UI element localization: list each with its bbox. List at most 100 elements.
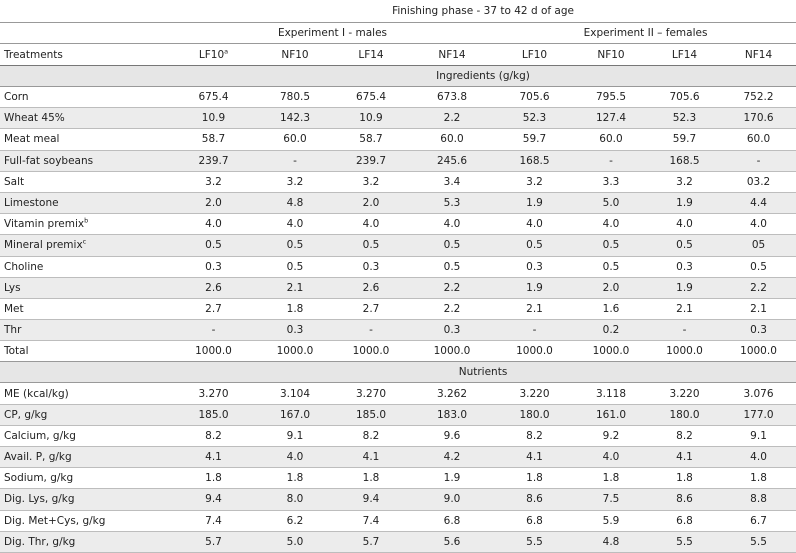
treatment-label: LF10 xyxy=(198,48,225,61)
row-label-text: Dig. Met+Cys, g/kg xyxy=(4,514,106,527)
table-row: Choline 0.3 0.5 0.3 0.5 0.3 0.5 0.3 0.5 xyxy=(0,256,796,278)
table-cell: - xyxy=(648,319,721,342)
table-cell: 3.2 xyxy=(257,171,333,193)
row-label: Thr xyxy=(0,319,170,342)
row-label-text: Meat meal xyxy=(4,133,60,146)
row-label-text: ME (kcal/kg) xyxy=(4,387,69,400)
table-cell: 60.0 xyxy=(409,128,495,151)
table-cell: 239.7 xyxy=(170,150,257,172)
table-cell: 60.0 xyxy=(574,128,648,151)
table-cell: 2.1 xyxy=(721,298,796,321)
table-cell: 9.2 xyxy=(574,425,648,448)
row-label-text: Lys xyxy=(4,281,21,294)
table-cell: 7.5 xyxy=(574,488,648,511)
table-cell: 0.5 xyxy=(409,234,495,257)
table-row: Vitamin premixb 4.0 4.0 4.0 4.0 4.0 4.0 4.0 4.0 xyxy=(0,213,796,236)
table-cell: 4.0 xyxy=(333,213,409,236)
table-cell: 9.0 xyxy=(409,488,495,511)
table-cell: 185.0 xyxy=(333,404,409,426)
table-cell: 0.3 xyxy=(648,256,721,278)
table-cell: 5.9 xyxy=(574,510,648,532)
table-row: Salt 3.2 3.2 3.2 3.4 3.2 3.3 3.2 03.2 xyxy=(0,171,796,193)
table-cell: 1.8 xyxy=(257,298,333,321)
treatment-column-header: NF14 xyxy=(721,43,796,66)
section-spacer xyxy=(0,65,170,87)
table-row: Corn 675.4 780.5 675.4 673.8 705.6 795.5 705.6 7… xyxy=(0,86,796,109)
table-cell: 1000.0 xyxy=(495,340,574,363)
table-cell: 168.5 xyxy=(495,150,574,172)
section-title: Nutrients xyxy=(170,361,796,384)
table-cell: 3.220 xyxy=(648,382,721,405)
table-cell: 05 xyxy=(721,234,796,257)
table-cell: 4.0 xyxy=(721,213,796,236)
row-label: CP, g/kg xyxy=(0,404,170,426)
treatment-column-header: NF10 xyxy=(257,43,333,66)
row-label: Met xyxy=(0,298,170,321)
table-cell: 780.5 xyxy=(257,86,333,109)
table-cell: 0.5 xyxy=(257,234,333,257)
table-cell: - xyxy=(170,319,257,342)
table-cell: 0.2 xyxy=(574,319,648,342)
table-cell: 239.7 xyxy=(333,150,409,172)
table-cell: 9.1 xyxy=(257,425,333,448)
table-cell: 4.1 xyxy=(495,446,574,469)
experiment-header-row: Experiment I - males Experiment II – fem… xyxy=(0,22,796,44)
table-row: Calcium, g/kg 8.2 9.1 8.2 9.6 8.2 9.2 8.2 9.1 xyxy=(0,425,796,448)
table-cell: 2.1 xyxy=(495,298,574,321)
row-label: Dig. Met+Cys, g/kg xyxy=(0,510,170,532)
table-cell: 180.0 xyxy=(648,404,721,426)
table-cell: 9.4 xyxy=(333,488,409,511)
table-cell: 675.4 xyxy=(170,86,257,109)
table-cell: 3.270 xyxy=(333,382,409,405)
section-title: Ingredients (g/kg) xyxy=(170,65,796,87)
table-cell: 795.5 xyxy=(574,86,648,109)
table-cell: 1.8 xyxy=(721,467,796,490)
table-cell: 2.2 xyxy=(409,277,495,299)
row-label-text: Dig. Thr, g/kg xyxy=(4,535,76,548)
treatment-label: NF14 xyxy=(744,48,773,61)
table-cell: 4.0 xyxy=(648,213,721,236)
treatment-column-header: LF10a xyxy=(170,43,257,66)
table-cell: 4.8 xyxy=(257,192,333,215)
row-label: Limestone xyxy=(0,192,170,215)
row-label-text: Avail. P, g/kg xyxy=(4,451,72,464)
table-cell: 4.1 xyxy=(333,446,409,469)
table-row: Total 1000.0 1000.0 1000.0 1000.0 1000.0 1000.… xyxy=(0,340,796,363)
table-cell: 9.4 xyxy=(170,488,257,511)
section-header-row: Ingredients (g/kg) xyxy=(0,65,796,87)
table-cell: 3.2 xyxy=(495,171,574,193)
row-label: Calcium, g/kg xyxy=(0,425,170,448)
table-cell: 4.4 xyxy=(721,192,796,215)
table-row: Dig. Lys, g/kg 9.4 8.0 9.4 9.0 8.6 7.5 8.6 8.8 xyxy=(0,488,796,511)
row-label: Corn xyxy=(0,86,170,109)
table-cell: 6.7 xyxy=(721,510,796,532)
table-cell: 2.0 xyxy=(574,277,648,299)
table-cell: 0.5 xyxy=(170,234,257,257)
table-cell: 1000.0 xyxy=(170,340,257,363)
row-label: Full-fat soybeans xyxy=(0,150,170,172)
table-cell: 0.5 xyxy=(721,256,796,278)
table-cell: 3.270 xyxy=(170,382,257,405)
table-cell: 5.5 xyxy=(721,531,796,553)
table-cell: 1.8 xyxy=(257,467,333,490)
row-label: Lys xyxy=(0,277,170,299)
row-label-text: Met xyxy=(4,302,24,315)
row-label: Meat meal xyxy=(0,128,170,151)
table-cell: 6.2 xyxy=(257,510,333,532)
table-row: Dig. Met+Cys, g/kg 7.4 6.2 7.4 6.8 6.8 5.9 6.8 6… xyxy=(0,510,796,532)
table-cell: 4.0 xyxy=(257,213,333,236)
table-cell: 752.2 xyxy=(721,86,796,109)
table-cell: 7.4 xyxy=(333,510,409,532)
table-row: Wheat 45% 10.9 142.3 10.9 2.2 52.3 127.4 52.3 17… xyxy=(0,107,796,130)
table-row: Sodium, g/kg 1.8 1.8 1.8 1.9 1.8 1.8 1.8 1.8 xyxy=(0,467,796,490)
table-cell: 3.2 xyxy=(648,171,721,193)
table-cell: 5.3 xyxy=(409,192,495,215)
table-cell: 5.6 xyxy=(409,531,495,553)
table-cell: - xyxy=(257,150,333,172)
row-label: ME (kcal/kg) xyxy=(0,382,170,405)
table-cell: 0.5 xyxy=(333,234,409,257)
table-cell: 0.3 xyxy=(170,256,257,278)
row-label: Wheat 45% xyxy=(0,107,170,130)
table-cell: 3.3 xyxy=(574,171,648,193)
row-label: Dig. Thr, g/kg xyxy=(0,531,170,553)
